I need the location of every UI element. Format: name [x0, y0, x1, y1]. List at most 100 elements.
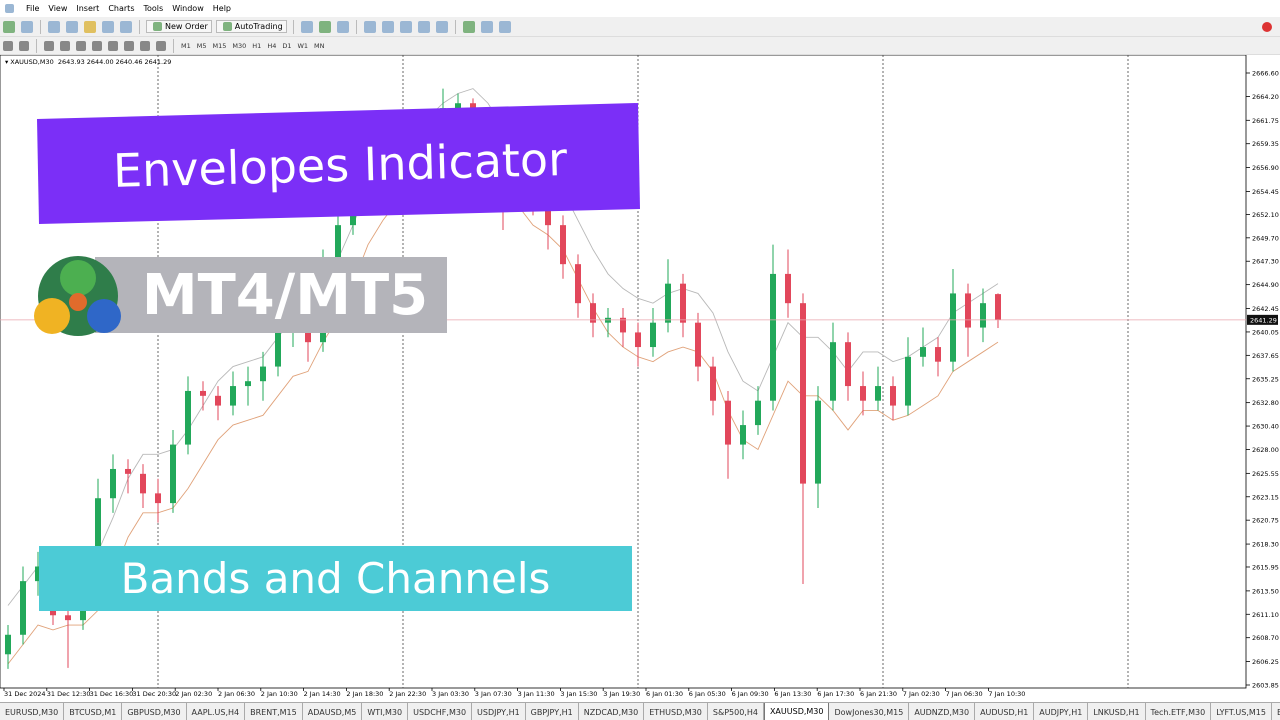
icon[interactable]: [120, 20, 132, 33]
symbol-tab[interactable]: DowJones30,M15: [829, 703, 910, 720]
icon[interactable]: [498, 20, 511, 33]
menu-item[interactable]: Help: [212, 3, 231, 13]
timeframe-button[interactable]: M5: [196, 41, 207, 50]
symbol-tab[interactable]: LNKUSD,H1: [1088, 703, 1146, 720]
symbol-tab[interactable]: USDJPY,H1: [472, 703, 526, 720]
icon[interactable]: [3, 20, 15, 33]
symbol-tab[interactable]: EURUSD,M30: [0, 703, 65, 720]
timeframe-button[interactable]: M30: [232, 41, 247, 50]
symbol-tab[interactable]: E: [1272, 703, 1280, 720]
icon[interactable]: [84, 20, 96, 33]
icon[interactable]: [363, 20, 376, 33]
icon[interactable]: [60, 40, 70, 51]
timeframe-button[interactable]: M15: [212, 41, 227, 50]
menu-item[interactable]: Tools: [143, 3, 164, 13]
symbol-tab[interactable]: ETHUSD,M30: [644, 703, 708, 720]
candle-body: [215, 395, 221, 406]
icon[interactable]: [300, 20, 313, 33]
candle-body: [935, 347, 941, 362]
icon[interactable]: [156, 40, 166, 51]
y-tick-label: 2659.35: [1252, 140, 1279, 148]
y-tick-label: 2644.90: [1252, 281, 1279, 289]
y-tick-label: 2628.00: [1252, 446, 1279, 454]
symbol-tab[interactable]: GBPUSD,M30: [122, 703, 187, 720]
symbol-tab[interactable]: WTI,M30: [362, 703, 409, 720]
candle-body: [890, 386, 896, 406]
symbol-tab[interactable]: USDCHF,M30: [408, 703, 473, 720]
candle-body: [590, 303, 596, 323]
x-tick-label: 7 Jan 06:30: [946, 690, 983, 698]
timeframe-button[interactable]: H1: [252, 41, 262, 50]
candle-body: [845, 342, 851, 387]
symbol-tab[interactable]: AUDJPY,H1: [1034, 703, 1089, 720]
icon[interactable]: [140, 40, 150, 51]
candle-body: [155, 493, 161, 504]
symbol-tab[interactable]: NZDCAD,M30: [579, 703, 645, 720]
menu-item[interactable]: File: [26, 3, 40, 13]
symbol-tab[interactable]: XAUUSD,M30: [763, 703, 830, 720]
x-tick-label: 3 Jan 11:30: [518, 690, 555, 698]
symbol-tab[interactable]: ADAUSD,M5: [303, 703, 363, 720]
icon[interactable]: [44, 40, 54, 51]
x-tick-label: 2 Jan 02:30: [175, 690, 212, 698]
icon[interactable]: [48, 20, 60, 33]
symbol-tab[interactable]: Tech.ETF,M30: [1146, 703, 1212, 720]
icon[interactable]: [76, 40, 86, 51]
candle-body: [125, 468, 131, 474]
y-tick-label: 2647.30: [1252, 258, 1279, 266]
x-tick-label: 2 Jan 06:30: [218, 690, 255, 698]
timeframe-button[interactable]: H4: [267, 41, 277, 50]
icon[interactable]: [480, 20, 493, 33]
title: Envelopes Indicator: [112, 132, 568, 198]
current-price-label: 2641.29: [1250, 316, 1277, 324]
icon[interactable]: [124, 40, 134, 51]
menu-item[interactable]: Charts: [108, 3, 135, 13]
symbol-tab[interactable]: GBPJPY,H1: [526, 703, 579, 720]
candle-body: [260, 366, 266, 382]
autotrading-button[interactable]: AutoTrading: [215, 20, 287, 33]
candle-body: [200, 390, 206, 396]
timeframe-button[interactable]: M1: [181, 41, 191, 50]
symbol-tab[interactable]: BRENT,M15: [245, 703, 303, 720]
icon[interactable]: [417, 20, 430, 33]
menu-item[interactable]: Window: [172, 3, 204, 13]
menu-item[interactable]: View: [48, 3, 68, 13]
icon[interactable]: [21, 20, 33, 33]
x-tick-label: 6 Jan 05:30: [689, 690, 726, 698]
symbol-tab[interactable]: BTCUSD,M1: [64, 703, 123, 720]
icon[interactable]: [318, 20, 331, 33]
symbol-tab[interactable]: S&P500,H4: [708, 703, 764, 720]
timeframe-button[interactable]: D1: [282, 41, 292, 50]
toolbar: New Order AutoTrading: [0, 17, 1280, 37]
timeframe-button[interactable]: MN: [314, 41, 325, 50]
icon[interactable]: [92, 40, 102, 51]
icon[interactable]: [19, 40, 29, 51]
icon[interactable]: [462, 20, 475, 33]
icon[interactable]: [381, 20, 394, 33]
x-tick-label: 31 Dec 2024: [4, 690, 46, 698]
icon[interactable]: [108, 40, 118, 51]
menu-item[interactable]: Insert: [76, 3, 100, 13]
candle-body: [575, 264, 581, 304]
y-tick-label: 2611.10: [1252, 611, 1279, 619]
icon[interactable]: [3, 40, 13, 51]
icon[interactable]: [399, 20, 412, 33]
icon[interactable]: [336, 20, 349, 33]
candle-body: [995, 294, 1001, 320]
x-tick-label: 31 Dec 20:30: [132, 690, 176, 698]
timeframe-button[interactable]: W1: [297, 41, 309, 50]
menu-bar: File View Insert Charts Tools Window Help: [0, 0, 1280, 16]
symbol-tab[interactable]: AAPL.US,H4: [187, 703, 246, 720]
new-order-button[interactable]: New Order: [146, 20, 212, 33]
symbol-tab[interactable]: AUDUSD,H1: [975, 703, 1035, 720]
symbol-tab[interactable]: LYFT.US,M15: [1211, 703, 1272, 720]
alert-icon[interactable]: [1262, 21, 1272, 32]
x-tick-label: 2 Jan 18:30: [346, 690, 383, 698]
candle-body: [110, 468, 116, 499]
icon[interactable]: [102, 20, 114, 33]
ohlc-value: 2641.29: [144, 58, 172, 66]
candle-body: [455, 103, 461, 109]
icon[interactable]: [66, 20, 78, 33]
icon[interactable]: [435, 20, 448, 33]
symbol-tab[interactable]: AUDNZD,M30: [909, 703, 976, 720]
